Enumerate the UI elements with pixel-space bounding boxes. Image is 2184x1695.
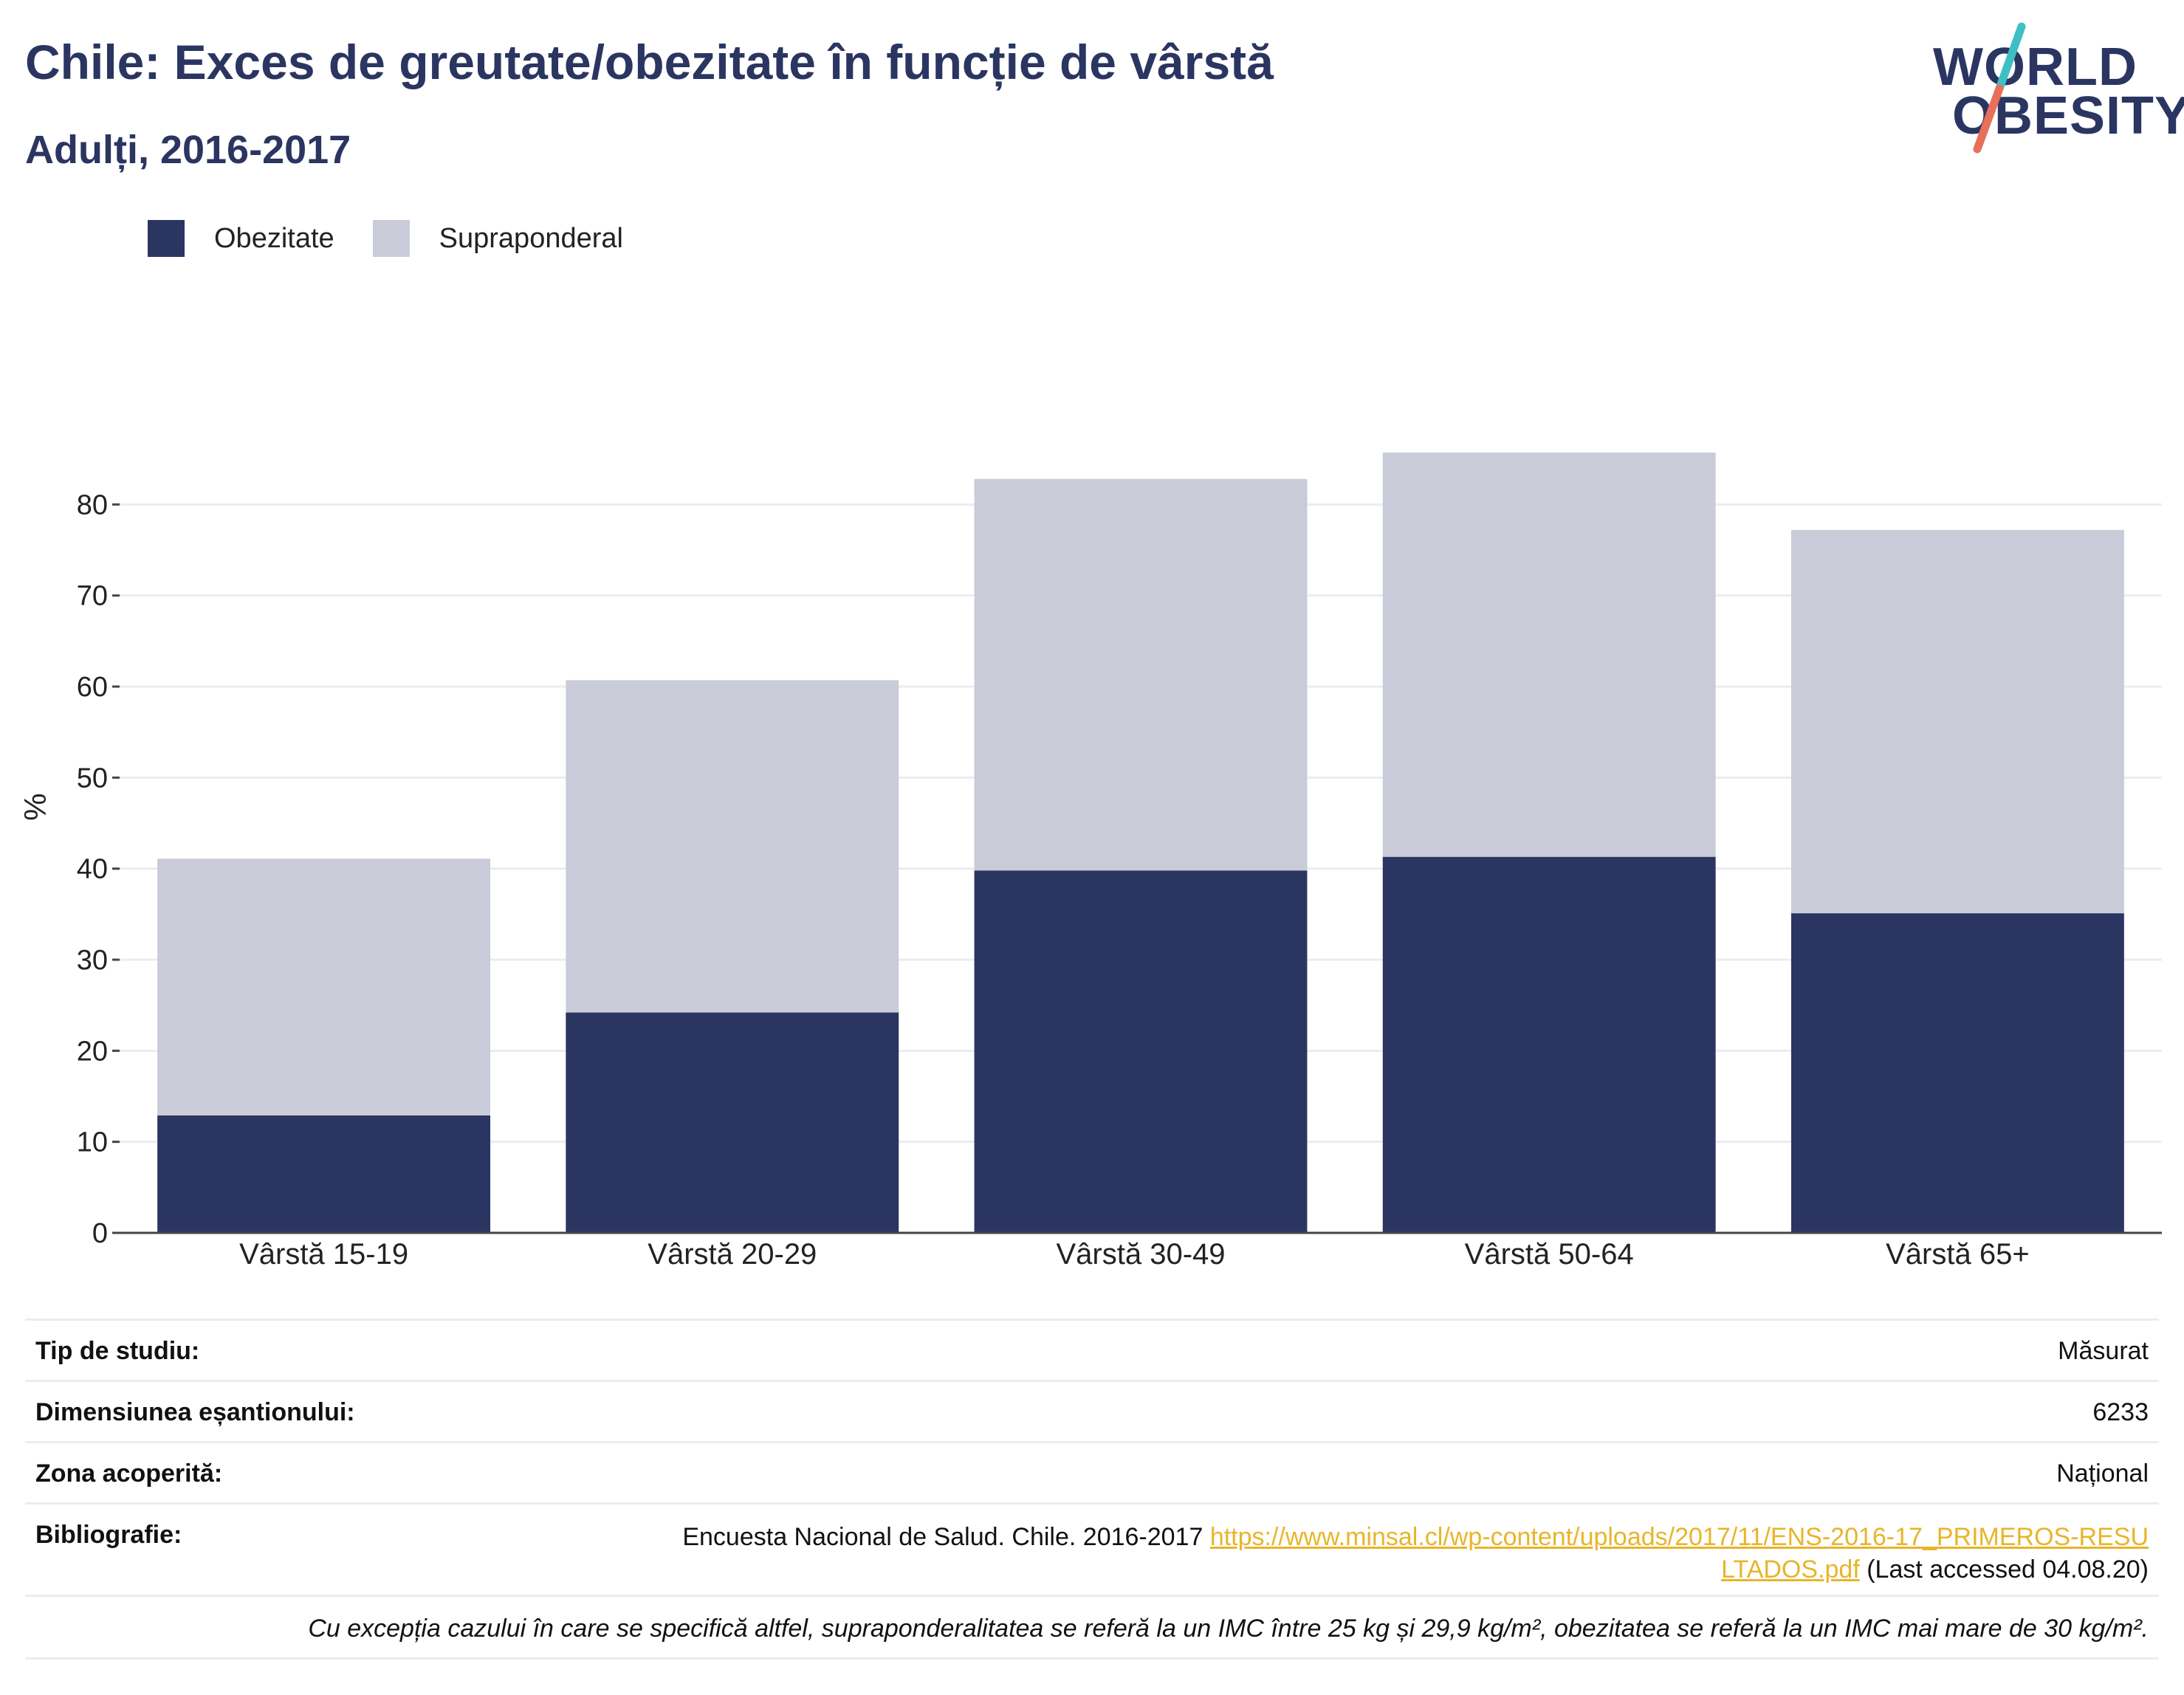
legend-swatch-supraponderal [372,220,410,257]
sample-size-value: 6233 [2092,1398,2149,1426]
y-tick-label: 20 [77,1036,108,1067]
chart-legend: Obezitate Supraponderal [148,220,662,257]
study-type-value: Măsurat [2058,1337,2149,1365]
bar-supraponderal-3[interactable] [974,478,1308,871]
legend-label-obezitate: Obezitate [214,222,334,254]
y-tick-label: 30 [77,945,108,976]
logo-slash-bottom [1973,84,2004,154]
logo-slash-top [1995,22,2026,93]
study-info-table: Tip de studiu: Măsurat Dimensiunea eșant… [25,1318,2159,1660]
page-title: Chile: Exces de greutate/obezitate în fu… [25,35,1274,89]
bibliography-label: Bibliografie: [35,1521,182,1549]
bar-obezitate-4[interactable] [1382,856,1716,1233]
x-tick-label: Vârstă 50-64 [1465,1238,1634,1271]
area-label: Zona acoperită: [35,1460,223,1488]
sample-size-label: Dimensiunea eșantionului: [35,1398,355,1426]
bar-supraponderal-1[interactable] [157,859,491,1115]
logo-slash-icon [1973,22,2026,154]
chart-bars [157,453,2124,1233]
y-tick-label: 10 [77,1127,108,1158]
legend-swatch-obezitate [148,220,185,257]
world-obesity-logo: WORLD OBESITY [1920,22,2184,155]
y-tick-label: 70 [77,581,108,612]
y-tick-label: 0 [92,1218,108,1249]
bar-obezitate-1[interactable] [157,1115,491,1233]
x-tick-label: Vârstă 65+ [1886,1238,2030,1271]
bar-obezitate-2[interactable] [566,1012,899,1233]
bibliography-link[interactable]: https://www.minsal.cl/wp-content/uploads… [1209,1523,2149,1584]
footnote-text: Cu excepția cazului în care se specifică… [308,1615,2149,1643]
x-tick-label: Vârstă 20-29 [648,1238,817,1271]
bar-obezitate-3[interactable] [974,870,1308,1233]
bibliography-value: Encuesta Nacional de Salud. Chile. 2016-… [672,1521,2149,1586]
bar-supraponderal-2[interactable] [566,680,899,1013]
y-axis-label: % [18,793,52,820]
info-row-sample-size: Dimensiunea eșantionului: 6233 [25,1380,2159,1441]
info-row-bibliography: Bibliografie: Encuesta Nacional de Salud… [25,1502,2159,1595]
study-type-label: Tip de studiu: [35,1337,200,1365]
area-value: Național [2056,1460,2149,1488]
page-subtitle: Adulți, 2016-2017 [25,128,351,172]
y-tick-label: 80 [77,489,108,520]
bar-obezitate-5[interactable] [1790,913,2124,1233]
legend-item-obezitate[interactable]: Obezitate [148,220,334,257]
y-tick-label: 40 [77,854,108,885]
info-row-footnote: Cu excepția cazului în care se specifică… [25,1595,2159,1660]
x-tick-label: Vârstă 30-49 [1056,1238,1225,1271]
bar-supraponderal-4[interactable] [1382,453,1716,857]
legend-item-supraponderal[interactable]: Supraponderal [372,220,623,257]
bibliography-text: Encuesta Nacional de Salud. Chile. 2016-… [682,1523,1210,1551]
logo-line-1: WORLD [1933,38,2137,97]
x-tick-label: Vârstă 15-19 [239,1238,408,1271]
stacked-bar-chart: 0 10 20 30 40 50 60 70 80 Vârstă 15-19 Vârstă 20-… [18,453,2162,1271]
info-row-study-type: Tip de studiu: Măsurat [25,1318,2159,1380]
info-row-area: Zona acoperită: Național [25,1441,2159,1502]
y-tick-label: 60 [77,672,108,703]
y-tick-label: 50 [77,763,108,794]
bar-supraponderal-5[interactable] [1790,529,2124,914]
legend-label-supraponderal: Supraponderal [439,222,623,254]
x-axis-ticks: Vârstă 15-19 Vârstă 20-29 Vârstă 30-49 Vârs… [239,1238,2030,1271]
y-axis-ticks: 0 10 20 30 40 50 60 70 80 [77,489,120,1249]
bibliography-suffix: (Last accessed 04.08.20) [1859,1555,2149,1584]
